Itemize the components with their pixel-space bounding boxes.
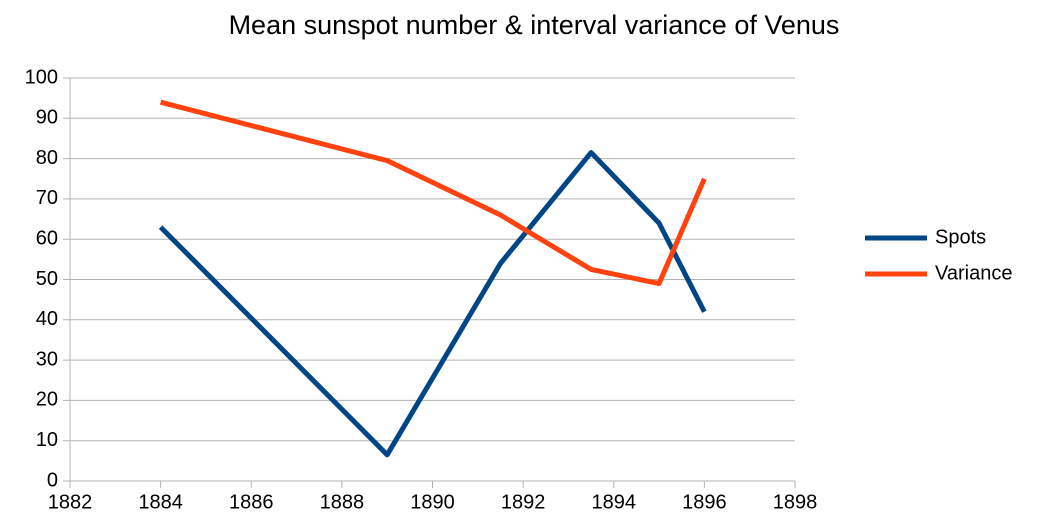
x-tick-label: 1892: [501, 491, 546, 513]
x-tick-label: 1896: [682, 491, 727, 513]
x-tick-label: 1894: [592, 491, 637, 513]
x-tick-label: 1898: [773, 491, 818, 513]
chart-title: Mean sunspot number & interval variance …: [229, 10, 840, 40]
y-tick-label: 60: [36, 227, 58, 249]
y-tick-label: 90: [36, 107, 58, 129]
y-tick-label: 50: [36, 268, 58, 290]
y-tick-label: 40: [36, 308, 58, 330]
x-tick-label: 1884: [138, 491, 183, 513]
series-line: [160, 99, 707, 287]
y-tick-label: 80: [36, 147, 58, 169]
y-tick-label: 10: [36, 429, 58, 451]
x-tick-label: 1890: [410, 491, 455, 513]
legend-label: Variance: [935, 262, 1012, 284]
x-tick-label: 1882: [48, 491, 93, 513]
series-line: [158, 150, 707, 458]
y-tick-label: 20: [36, 389, 58, 411]
y-tick-label: 70: [36, 187, 58, 209]
legend-label: Spots: [935, 226, 986, 248]
y-tick-label: 0: [47, 469, 58, 491]
x-tick-label: 1888: [320, 491, 365, 513]
y-tick-label: 100: [25, 66, 58, 88]
y-tick-label: 30: [36, 348, 58, 370]
x-tick-label: 1886: [229, 491, 274, 513]
